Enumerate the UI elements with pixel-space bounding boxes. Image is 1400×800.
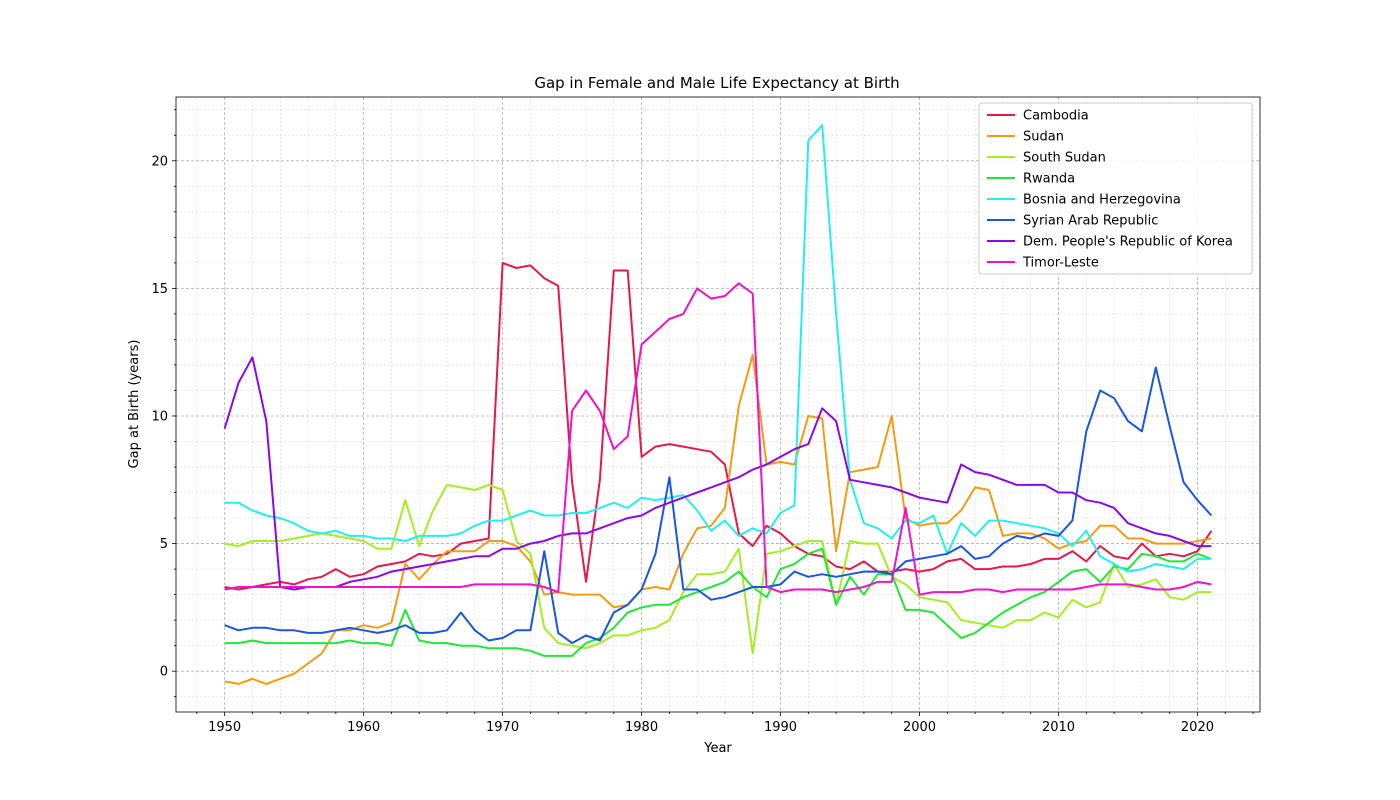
legend-label: Syrian Arab Republic [1023, 214, 1158, 229]
y-tick-label: 10 [151, 409, 168, 424]
y-axis-ticks: 0 5 10 15 20 [151, 109, 176, 698]
x-tick-label: 1950 [208, 720, 241, 735]
plot-area-frame [175, 96, 1261, 713]
x-tick-label: 1980 [625, 720, 658, 735]
series-line-bosnia-and-herzegovina [224, 124, 1212, 573]
legend-label: Cambodia [1023, 109, 1089, 124]
series-line-sudan [224, 353, 1212, 685]
x-axis-label: Year [703, 741, 732, 756]
legend-label: Dem. People's Republic of Korea [1023, 235, 1233, 250]
legend-label: Timor-Leste [1022, 256, 1099, 271]
series-lines [223, 124, 1213, 685]
y-tick-label: 15 [151, 282, 168, 297]
x-tick-label: 1960 [347, 720, 380, 735]
y-tick-label: 0 [160, 665, 168, 680]
series-line-south-sudan [224, 483, 1212, 655]
grid [176, 97, 1260, 712]
y-tick-label: 20 [151, 154, 168, 169]
y-tick-label: 5 [160, 537, 168, 552]
series-line-rwanda [224, 547, 1212, 657]
legend-label: Rwanda [1023, 172, 1075, 187]
series-line-syrian-arab-republic [224, 366, 1213, 645]
x-tick-label: 1970 [486, 720, 519, 735]
x-tick-label: 2010 [1042, 720, 1075, 735]
series-line-timor-leste [224, 282, 1212, 596]
legend-label: Sudan [1023, 130, 1064, 145]
x-axis-ticks: 1950 1960 1970 1980 1990 2000 2010 2020 [196, 712, 1254, 735]
legend: Cambodia Sudan South Sudan Rwanda Bosnia and… [978, 102, 1253, 275]
x-tick-label: 1990 [764, 720, 797, 735]
x-tick-label: 2020 [1181, 720, 1214, 735]
legend-label: South Sudan [1023, 151, 1106, 166]
legend-box [978, 102, 1253, 275]
series-line-dem-people-s-republic-of-korea [223, 356, 1212, 591]
legend-label: Bosnia and Herzegovina [1023, 193, 1181, 208]
series-line-cambodia [224, 261, 1213, 591]
chart-title: Gap in Female and Male Life Expectancy a… [534, 74, 899, 92]
y-axis-label: Gap at Birth (years) [127, 340, 142, 469]
x-tick-label: 2000 [903, 720, 936, 735]
